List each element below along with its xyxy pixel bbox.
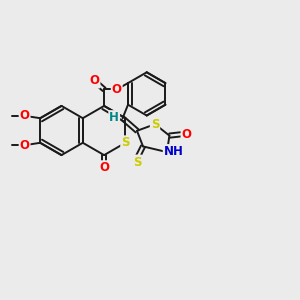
Text: O: O xyxy=(99,161,109,174)
Text: O: O xyxy=(20,109,30,122)
Text: O: O xyxy=(182,128,191,141)
Text: H: H xyxy=(109,111,119,124)
Text: O: O xyxy=(20,139,30,152)
Text: S: S xyxy=(133,155,141,169)
Text: S: S xyxy=(151,118,159,131)
Text: O: O xyxy=(89,74,100,88)
Text: NH: NH xyxy=(164,145,184,158)
Text: O: O xyxy=(112,83,122,96)
Text: S: S xyxy=(121,136,130,149)
